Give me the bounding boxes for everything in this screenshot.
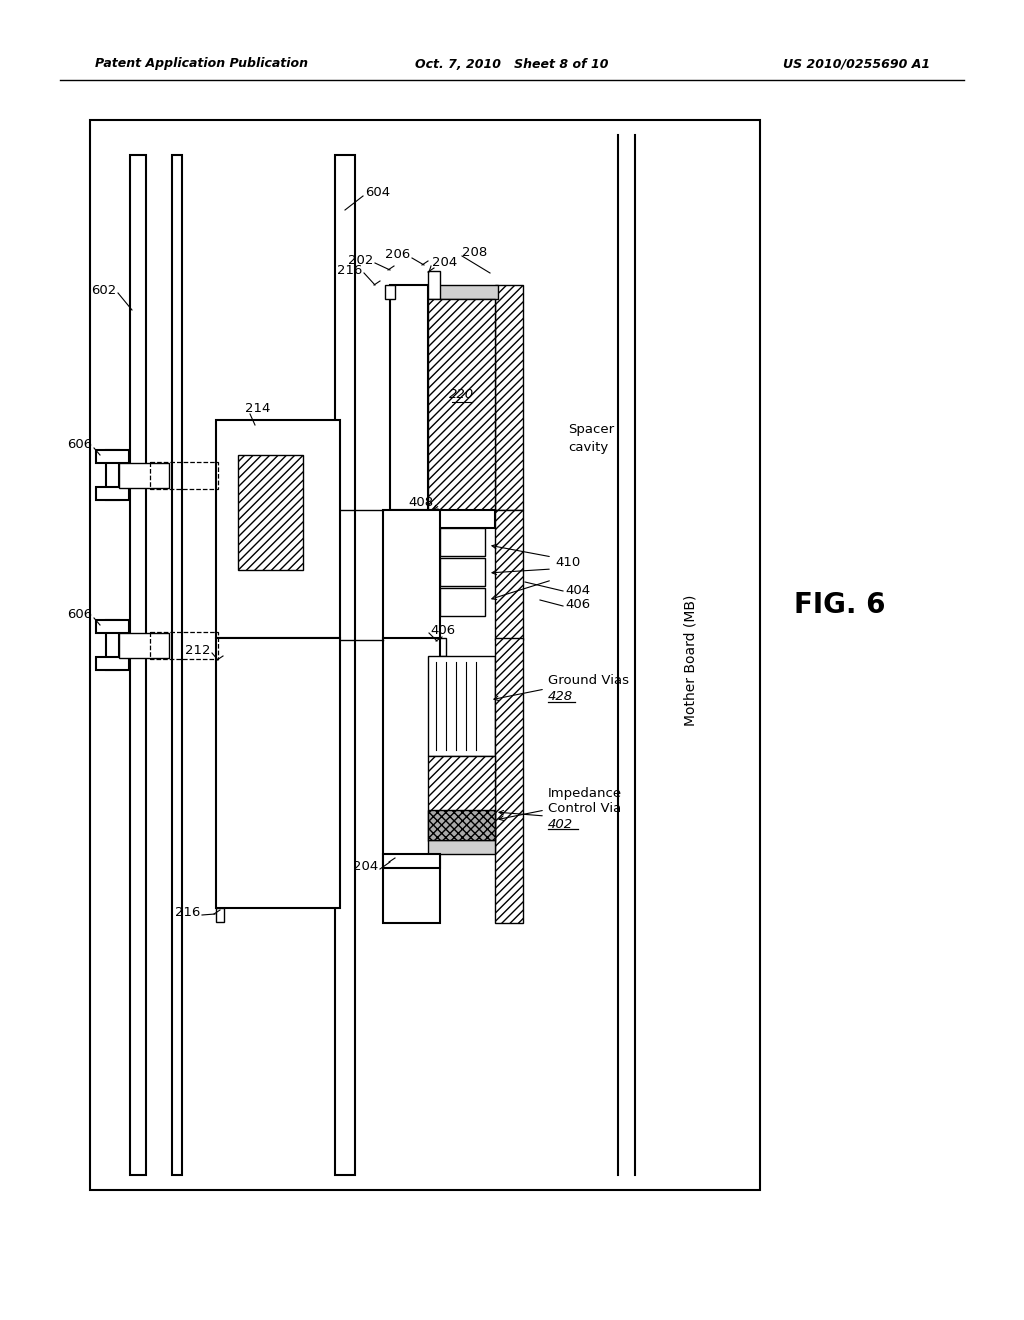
Bar <box>383 510 440 640</box>
Bar <box>390 285 428 510</box>
Bar <box>96 657 129 671</box>
Bar <box>96 620 129 634</box>
Text: Impedance: Impedance <box>548 787 623 800</box>
Text: US 2010/0255690 A1: US 2010/0255690 A1 <box>783 58 930 70</box>
Bar <box>428 300 495 510</box>
Bar <box>106 620 119 671</box>
Text: 406: 406 <box>430 623 455 636</box>
Bar <box>150 632 218 659</box>
Bar <box>383 854 440 869</box>
Text: 216: 216 <box>175 906 200 919</box>
Text: 410: 410 <box>555 557 581 569</box>
Bar <box>119 634 169 657</box>
Text: 202: 202 <box>347 253 373 267</box>
Bar <box>428 271 440 300</box>
Text: Patent Application Publication: Patent Application Publication <box>95 58 308 70</box>
Text: 606: 606 <box>67 609 92 622</box>
Text: 404: 404 <box>565 583 590 597</box>
Text: Oct. 7, 2010   Sheet 8 of 10: Oct. 7, 2010 Sheet 8 of 10 <box>416 58 608 70</box>
Text: 220: 220 <box>450 388 474 401</box>
Text: 216: 216 <box>337 264 362 276</box>
Text: 402: 402 <box>548 817 573 830</box>
Text: 406: 406 <box>565 598 590 611</box>
Bar <box>383 638 440 923</box>
Text: 208: 208 <box>462 247 487 260</box>
Text: 602: 602 <box>91 284 116 297</box>
Bar <box>495 510 523 640</box>
Bar <box>495 638 523 923</box>
Text: 408: 408 <box>408 495 433 508</box>
Text: 428: 428 <box>548 689 573 702</box>
Text: FIG. 6: FIG. 6 <box>795 591 886 619</box>
Text: Mother Board (MB): Mother Board (MB) <box>683 594 697 726</box>
Text: 204: 204 <box>352 859 378 873</box>
Text: Control Via: Control Via <box>548 801 622 814</box>
Bar <box>428 840 495 854</box>
Text: 606: 606 <box>67 438 92 451</box>
Bar <box>428 810 495 840</box>
Bar <box>238 455 303 570</box>
Text: Ground Vias: Ground Vias <box>548 673 629 686</box>
Text: cavity: cavity <box>568 441 608 454</box>
Bar <box>96 487 129 500</box>
Bar <box>130 154 146 1175</box>
Bar <box>428 756 495 841</box>
Bar <box>96 450 129 463</box>
Bar <box>150 462 218 488</box>
Bar <box>428 285 498 300</box>
Bar <box>172 154 182 1175</box>
Bar <box>119 463 169 488</box>
Bar <box>440 558 485 586</box>
Bar <box>90 120 760 1191</box>
Bar <box>428 638 446 656</box>
Bar <box>428 510 495 528</box>
Bar <box>216 638 340 908</box>
Text: 214: 214 <box>245 401 270 414</box>
Text: 206: 206 <box>385 248 410 261</box>
Bar <box>385 285 395 300</box>
Text: 204: 204 <box>432 256 458 269</box>
Bar <box>428 656 495 756</box>
Bar <box>216 420 340 638</box>
Bar <box>440 587 485 616</box>
Bar <box>335 154 355 1175</box>
Bar <box>440 528 485 556</box>
Text: Spacer: Spacer <box>568 424 614 437</box>
Text: 212: 212 <box>184 644 210 656</box>
Bar <box>495 285 523 510</box>
Bar <box>106 450 119 500</box>
Bar <box>216 908 224 921</box>
Text: 604: 604 <box>365 186 390 199</box>
